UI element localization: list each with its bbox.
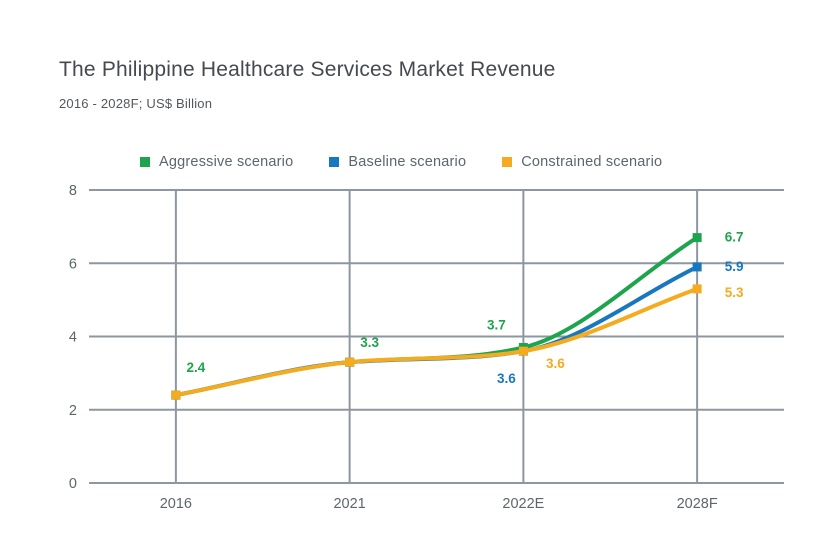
chart-title: The Philippine Healthcare Services Marke… bbox=[59, 58, 556, 81]
data-label-aggressive-2021: 3.3 bbox=[360, 335, 379, 350]
data-label-baseline-2022E: 3.6 bbox=[497, 371, 516, 386]
data-label-aggressive-2022E: 3.7 bbox=[487, 317, 506, 332]
legend-item-constrained: Constrained scenario bbox=[502, 154, 662, 170]
y-tick-label-8: 8 bbox=[69, 183, 77, 199]
marker-constrained-2016 bbox=[171, 390, 181, 400]
data-label-constrained-2022E: 3.6 bbox=[546, 356, 565, 371]
legend-item-aggressive: Aggressive scenario bbox=[140, 154, 293, 170]
y-tick-label-0: 0 bbox=[69, 476, 77, 492]
y-tick-label-2: 2 bbox=[69, 403, 77, 419]
x-tick-label-2022E: 2022E bbox=[502, 496, 544, 512]
marker-baseline-2028F bbox=[692, 262, 702, 272]
legend-item-baseline: Baseline scenario bbox=[329, 154, 466, 170]
series-line-baseline bbox=[173, 264, 700, 398]
x-tick-label-2028F: 2028F bbox=[677, 496, 718, 512]
legend-label-constrained: Constrained scenario bbox=[521, 154, 663, 170]
legend-label-aggressive: Aggressive scenario bbox=[159, 154, 294, 170]
data-label-constrained-2028F: 5.3 bbox=[725, 285, 744, 300]
y-tick-label-4: 4 bbox=[69, 330, 77, 346]
data-label-baseline-2028F: 5.9 bbox=[725, 259, 744, 274]
marker-aggressive-2028F bbox=[692, 233, 702, 243]
legend-label-baseline: Baseline scenario bbox=[348, 154, 467, 170]
marker-constrained-2022E bbox=[518, 346, 528, 356]
data-label-aggressive-2028F: 6.7 bbox=[725, 230, 744, 245]
data-label-aggressive-2016: 2.4 bbox=[186, 360, 205, 375]
marker-constrained-2021 bbox=[345, 357, 355, 367]
x-tick-label-2021: 2021 bbox=[333, 496, 365, 512]
legend-swatch-constrained-icon bbox=[502, 157, 513, 167]
series-line-aggressive bbox=[173, 235, 700, 398]
series-line-constrained bbox=[173, 286, 700, 398]
legend-swatch-baseline-icon bbox=[329, 157, 340, 167]
legend-swatch-aggressive-icon bbox=[140, 157, 150, 167]
chart-legend: Aggressive scenario Baseline scenario Co… bbox=[140, 153, 662, 171]
chart-subtitle: 2016 - 2028F; US$ Billion bbox=[59, 96, 213, 111]
x-tick-label-2016: 2016 bbox=[160, 496, 192, 512]
y-tick-label-6: 6 bbox=[69, 256, 77, 272]
marker-constrained-2028F bbox=[692, 284, 702, 294]
